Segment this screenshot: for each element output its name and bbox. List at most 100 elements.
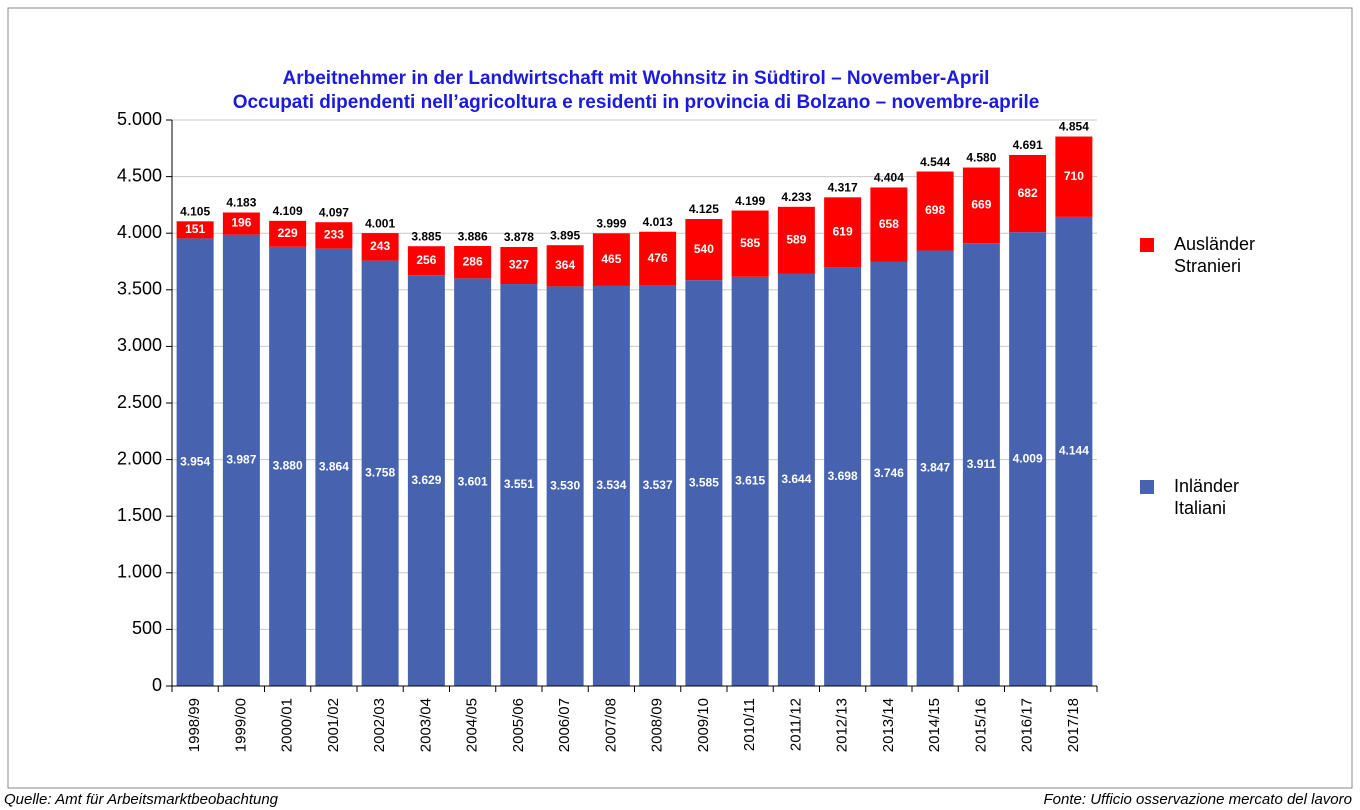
value-label: 540	[694, 242, 714, 256]
value-label: 3.585	[689, 475, 719, 489]
bar-segment	[361, 233, 399, 261]
value-label: 589	[786, 232, 806, 246]
total-label: 4.125	[689, 202, 719, 216]
bar-segment	[824, 197, 862, 268]
bar-segment	[639, 231, 677, 286]
bar-segment	[500, 247, 538, 285]
bar-segment	[592, 233, 630, 286]
x-tick-label: 2007/08	[602, 698, 619, 752]
x-tick-label: 2012/13	[834, 698, 851, 752]
value-label: 3.644	[781, 472, 811, 486]
total-label: 4.097	[319, 205, 349, 219]
x-tick-label: 2000/01	[279, 698, 296, 752]
y-tick-label: 500	[132, 618, 162, 638]
bar-segment	[962, 243, 1000, 687]
total-label: 4.105	[180, 204, 210, 218]
y-tick-label: 4.500	[117, 165, 162, 185]
bar-segment	[222, 212, 260, 235]
total-label: 4.109	[273, 204, 303, 218]
total-label: 4.580	[966, 151, 996, 165]
x-tick-label: 2005/06	[510, 698, 527, 752]
value-label: 364	[555, 258, 575, 272]
bar-segment	[824, 267, 862, 686]
value-label: 3.847	[920, 460, 950, 474]
bar-segment	[546, 245, 584, 287]
bar-segment	[222, 234, 260, 686]
y-tick-label: 3.500	[117, 279, 162, 299]
bar-segment	[962, 167, 1000, 244]
value-label: 196	[231, 216, 251, 230]
bar-segment	[269, 220, 307, 247]
bar-segment	[731, 276, 769, 686]
bar-segment	[777, 273, 815, 686]
value-label: 476	[648, 251, 668, 265]
legend-swatch	[1140, 238, 1154, 252]
total-label: 4.691	[1013, 138, 1043, 152]
value-label: 256	[416, 253, 436, 267]
chart-title: Occupati dipendenti nell’agricoltura e r…	[233, 92, 1040, 113]
value-label: 3.698	[828, 469, 858, 483]
total-label: 4.544	[920, 155, 950, 169]
x-tick-label: 2009/10	[695, 698, 712, 752]
bar-segment	[916, 250, 954, 687]
value-label: 151	[185, 222, 205, 236]
bar-segment	[592, 285, 630, 686]
bar-segment	[454, 278, 492, 686]
bar-segment	[407, 275, 445, 686]
value-label: 229	[278, 226, 298, 240]
value-label: 3.534	[596, 478, 626, 492]
total-label: 4.013	[643, 215, 673, 229]
value-label: 682	[1018, 186, 1038, 200]
bar-segment	[731, 210, 769, 277]
bar-segment	[500, 284, 538, 686]
value-label: 4.009	[1013, 451, 1043, 465]
total-label: 4.854	[1059, 120, 1089, 134]
bar-segment	[454, 245, 492, 279]
bar-segment	[1055, 136, 1093, 217]
total-label: 4.233	[781, 190, 811, 204]
bar-segment	[361, 260, 399, 686]
value-label: 465	[601, 252, 621, 266]
bar-segment	[916, 171, 954, 251]
legend-label: Stranieri	[1174, 256, 1241, 276]
value-label: 710	[1064, 169, 1084, 183]
value-label: 3.601	[458, 474, 488, 488]
x-tick-label: 2014/15	[926, 698, 943, 752]
bar-segment	[176, 238, 214, 686]
value-label: 698	[925, 203, 945, 217]
value-label: 286	[463, 254, 483, 268]
total-label: 4.183	[226, 196, 256, 210]
value-label: 4.144	[1059, 444, 1089, 458]
value-label: 619	[833, 225, 853, 239]
bar-segment	[546, 286, 584, 686]
value-label: 3.537	[643, 478, 673, 492]
bar-segment	[1055, 216, 1093, 686]
value-label: 233	[324, 228, 344, 242]
total-label: 4.001	[365, 216, 395, 230]
value-label: 3.864	[319, 459, 349, 473]
legend-label: Ausländer	[1174, 234, 1255, 254]
chart-title: Arbeitnehmer in der Landwirtschaft mit W…	[283, 68, 990, 89]
value-label: 3.987	[226, 453, 256, 467]
x-tick-label: 2003/04	[417, 698, 434, 752]
y-tick-label: 0	[152, 675, 162, 695]
bar-segment	[1009, 154, 1047, 233]
x-tick-label: 2016/17	[1019, 698, 1036, 752]
x-tick-label: 2001/02	[325, 698, 342, 752]
value-label: 3.551	[504, 477, 534, 491]
value-label: 3.629	[411, 473, 441, 487]
y-tick-label: 1.000	[117, 562, 162, 582]
value-label: 585	[740, 236, 760, 250]
bar-segment	[1009, 232, 1047, 686]
total-label: 4.199	[735, 194, 765, 208]
source: Fonte: Ufficio osservazione mercato del …	[1044, 791, 1352, 808]
legend-label: Inländer	[1174, 476, 1239, 496]
x-tick-label: 2006/07	[556, 698, 573, 752]
y-tick-label: 2.500	[117, 392, 162, 412]
bar-segment	[870, 261, 908, 686]
bar-segment	[407, 246, 445, 276]
value-label: 243	[370, 239, 390, 253]
total-label: 3.895	[550, 228, 580, 242]
